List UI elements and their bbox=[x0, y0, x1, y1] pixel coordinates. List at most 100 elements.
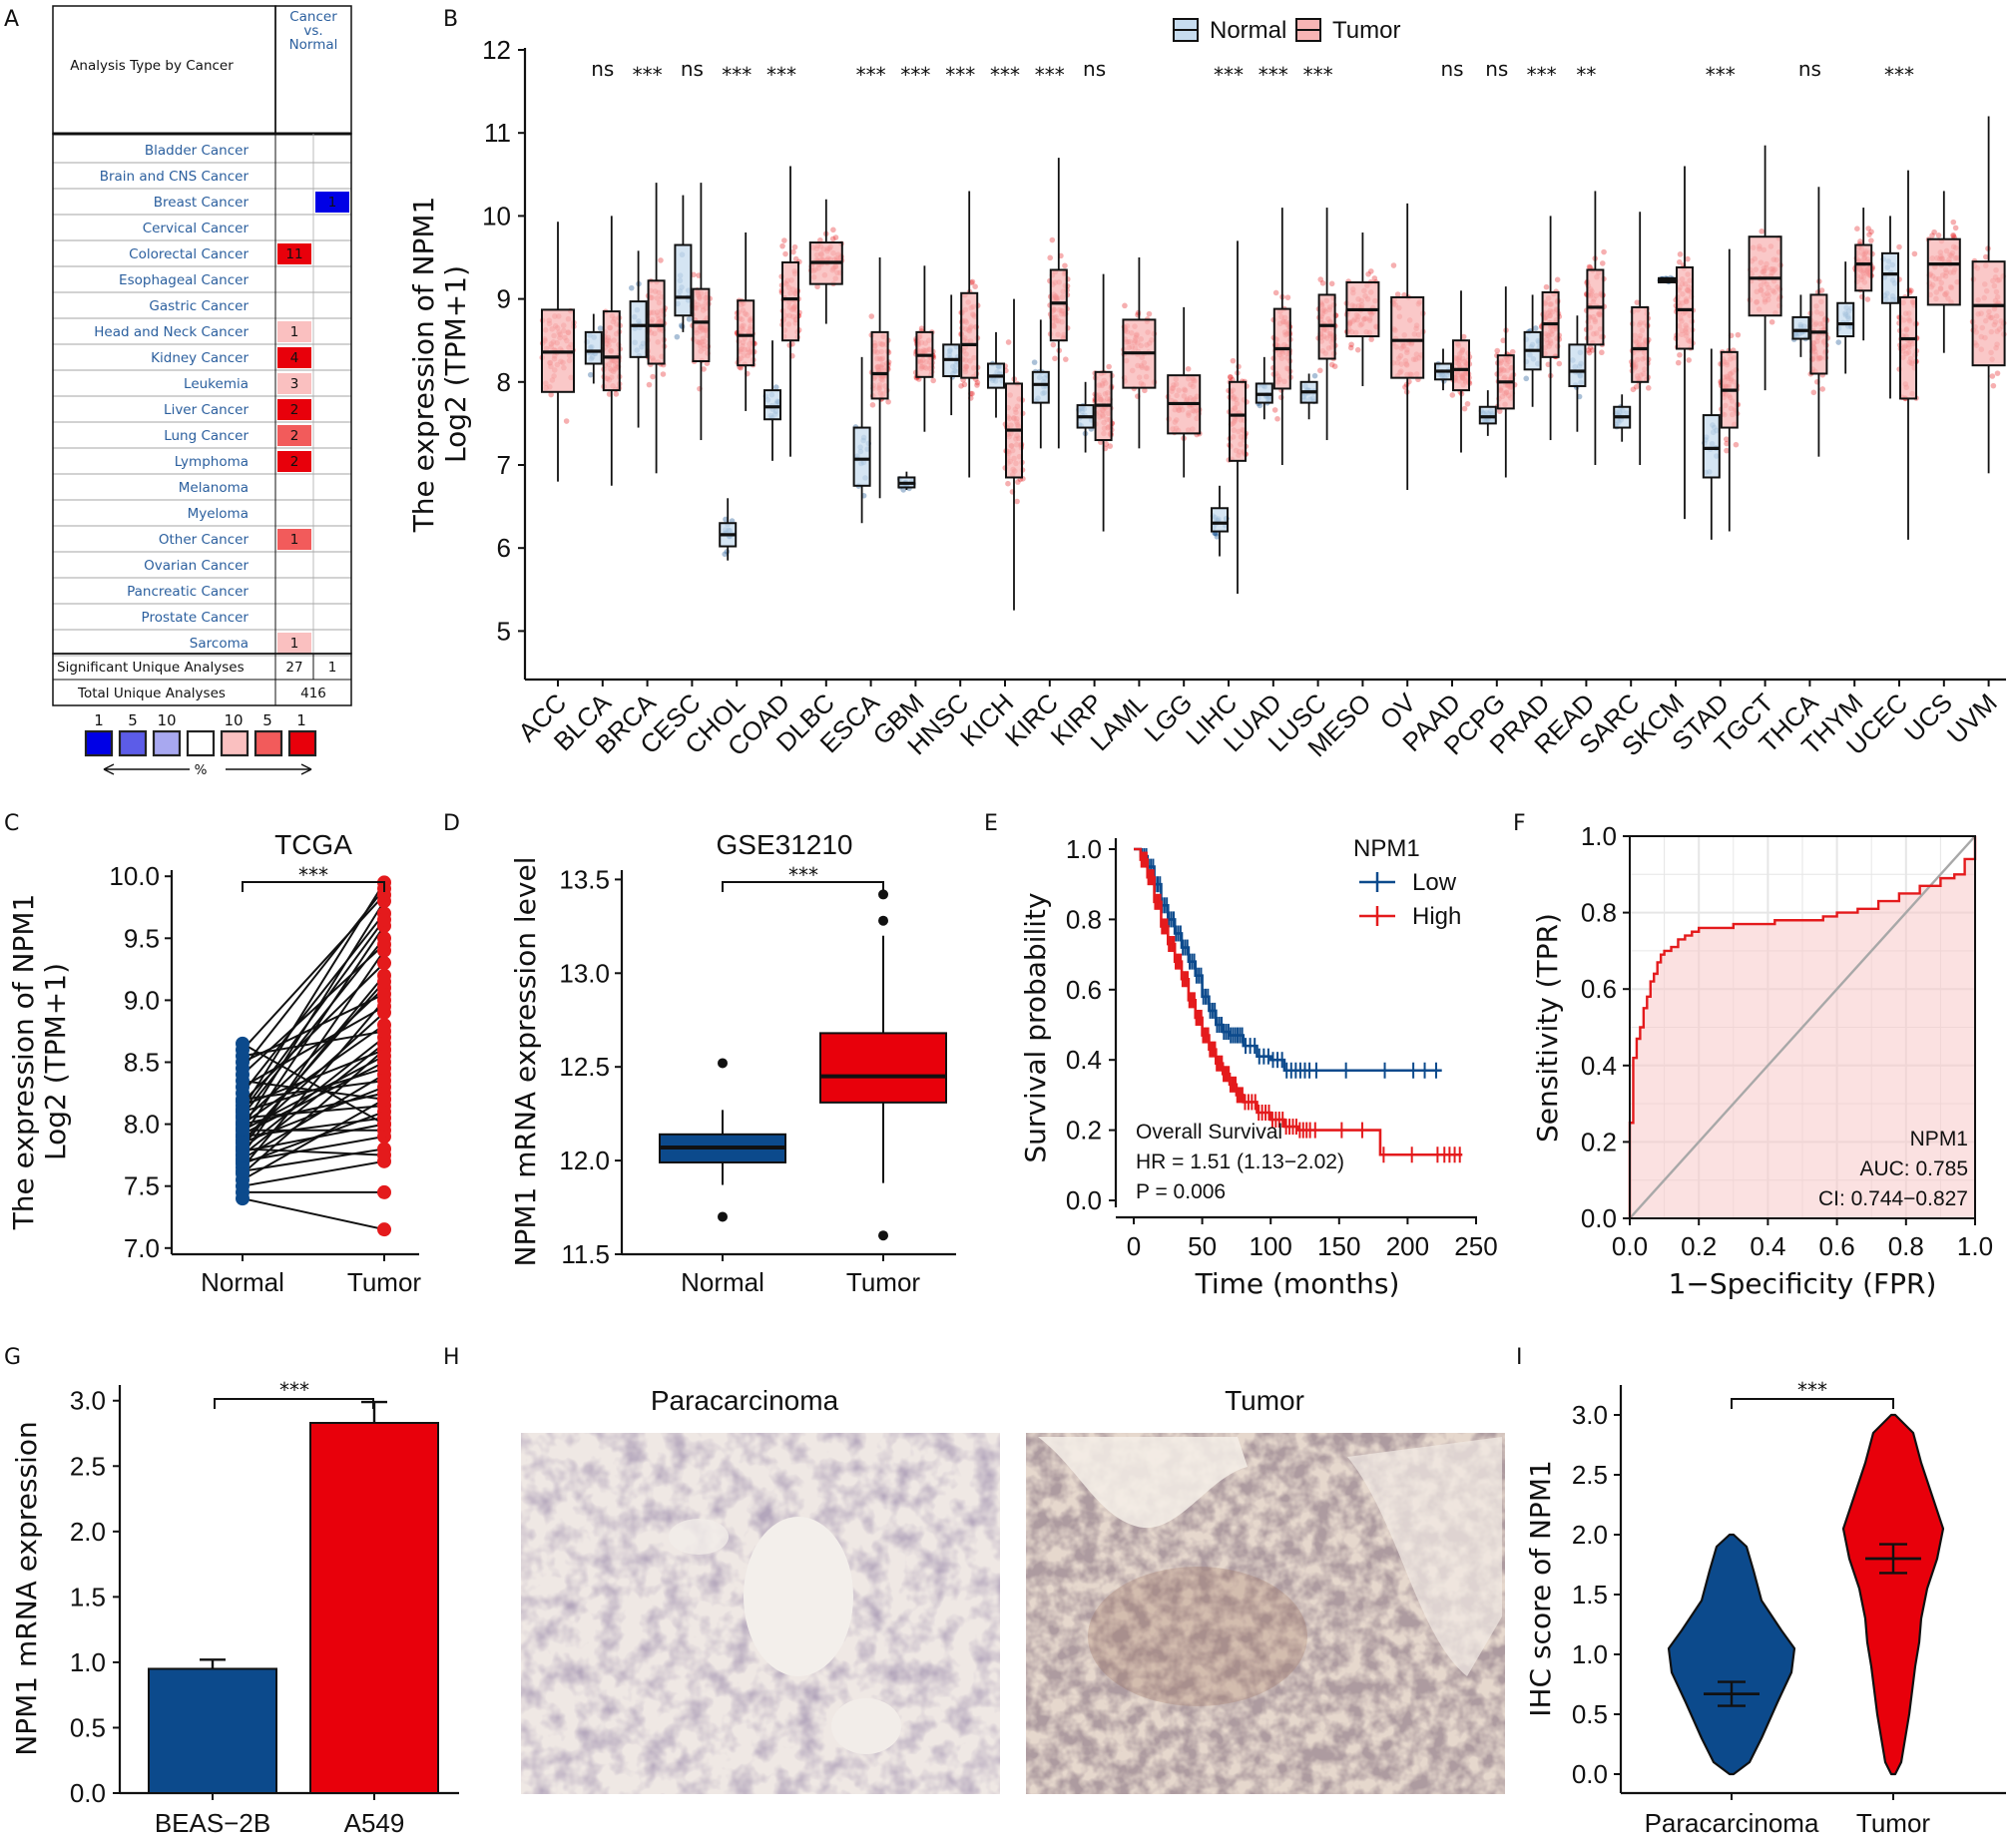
panel-letter-g: G bbox=[4, 1345, 21, 1370]
oncomine-cancer-name: Head and Neck Cancer bbox=[94, 324, 249, 340]
panel-b-tumor-point bbox=[1599, 349, 1605, 356]
panel-e-ytick-label: 0.2 bbox=[1066, 1116, 1102, 1146]
panel-e-ytick-label: 0.4 bbox=[1066, 1045, 1102, 1075]
panel-b-tumor-point bbox=[660, 371, 667, 377]
panel-letter-a: A bbox=[4, 7, 19, 32]
panel-c-tumor-point bbox=[377, 1222, 391, 1237]
panel-c-pair-line bbox=[242, 993, 385, 1064]
panel-b-tumor-point bbox=[885, 398, 891, 405]
panel-b-ytick-label: 7 bbox=[497, 450, 511, 480]
panel-b-tumor-point bbox=[1348, 341, 1354, 348]
panel-c-pair-line bbox=[242, 943, 385, 1076]
panel-c-tumor-point bbox=[377, 1074, 391, 1089]
panel-b-sig-gbm: *** bbox=[900, 63, 930, 87]
panel-b-tumor-point bbox=[1052, 355, 1058, 362]
panel-b-ytick-label: 9 bbox=[497, 284, 511, 314]
panel-c-pair-line bbox=[242, 1024, 385, 1126]
oncomine-legend-number: 5 bbox=[128, 711, 138, 729]
panel-i-ytick-label: 0.0 bbox=[1572, 1759, 1608, 1789]
oncomine-cvn-header-1: Cancer bbox=[289, 9, 337, 25]
panel-b-sig-read: ** bbox=[1576, 63, 1596, 87]
panel-b-xlabel-uvm: UVM bbox=[1941, 688, 2003, 749]
oncomine-header-type: Analysis Type by Cancer bbox=[70, 58, 234, 74]
panel-c-tumor-point bbox=[377, 1184, 391, 1199]
panel-g-ytick-label: 0.5 bbox=[70, 1712, 106, 1742]
panel-b-tumor-point bbox=[782, 250, 788, 257]
panel-c-pair-line bbox=[242, 981, 385, 1144]
panel-b-tumor-point bbox=[1630, 386, 1637, 393]
panel-b-tumor-point bbox=[1236, 363, 1242, 370]
panel-h-histology: Paracarcinoma Tumor bbox=[521, 1385, 1505, 1794]
panel-c-pair-line bbox=[242, 1136, 385, 1162]
panel-b-tumor-cesc-box bbox=[692, 287, 711, 362]
panel-g-bars bbox=[148, 1400, 439, 1800]
panel-f-ylabel: Sensitivity (TPR) bbox=[1531, 913, 1564, 1143]
panel-e-annotation-2: HR = 1.51 (1.13−2.02) bbox=[1136, 1150, 1344, 1173]
panel-b-tumor-point bbox=[1015, 479, 1021, 485]
panel-b-tumor-point bbox=[1328, 361, 1335, 368]
panel-b-y-ticks: 5 6 7 8 9 10 11 12 bbox=[482, 35, 525, 646]
panel-i-ytick-label: 1.5 bbox=[1572, 1580, 1608, 1609]
panel-i-sig-bracket: *** bbox=[1731, 1378, 1894, 1409]
panel-b-tumor-point bbox=[1868, 229, 1874, 235]
panel-f-roc: 0.0 0.2 0.4 0.6 0.8 1.0 0.0 0.2 0.4 0.6 0.8 1.0 NPM… bbox=[1531, 821, 1993, 1300]
panel-e-legend-low-line bbox=[1359, 872, 1395, 892]
panel-b-normal-point bbox=[686, 316, 693, 322]
panel-b-tumor-ucs-box bbox=[1926, 237, 1961, 306]
panel-b-ytick-label: 10 bbox=[482, 201, 511, 230]
panel-i-x-para: Paracarcinoma bbox=[1645, 1808, 1819, 1838]
panel-d-sig-bracket: *** bbox=[722, 863, 884, 892]
panel-c-ytick-label: 10.0 bbox=[109, 861, 160, 891]
panel-c-tumor-point bbox=[377, 987, 391, 1002]
oncomine-up-cell bbox=[277, 529, 311, 550]
panel-b-tumor-point bbox=[563, 418, 570, 424]
panel-b-tumor-uvm-box bbox=[1971, 260, 2006, 367]
oncomine-legend-percent: % bbox=[195, 762, 208, 778]
panel-c-pair-line bbox=[242, 1123, 385, 1152]
panel-b-tumor-point bbox=[1931, 229, 1937, 235]
panel-b-tumor-point bbox=[1464, 400, 1471, 407]
panel-c-normal-point bbox=[236, 1105, 250, 1120]
oncomine-up-cell bbox=[277, 373, 311, 394]
panel-f-xlabel: 1−Specificity (FPR) bbox=[1669, 1267, 1937, 1300]
panel-c-pair-line bbox=[242, 1159, 385, 1187]
panel-g-significance: *** bbox=[279, 1378, 309, 1402]
panel-b-tumor-point bbox=[1185, 365, 1192, 372]
panel-b-tumor-point bbox=[1950, 219, 1957, 226]
panel-e-legend: NPM1 Low High bbox=[1353, 835, 1461, 930]
panel-b-tumor-point bbox=[1277, 394, 1284, 401]
panel-b-normal-stad-box bbox=[1702, 414, 1721, 479]
panel-g-x-a549: A549 bbox=[344, 1808, 405, 1838]
panel-f-xtick-label: 0.4 bbox=[1750, 1231, 1785, 1261]
panel-b-normal-thym-box bbox=[1836, 301, 1855, 338]
oncomine-cancer-name: Gastric Cancer bbox=[149, 298, 249, 314]
panel-c-pair-line bbox=[242, 888, 385, 1070]
panel-e-curves bbox=[1134, 847, 1463, 1163]
panel-b-tumor-point bbox=[1645, 385, 1652, 391]
panel-c-x-tumor: Tumor bbox=[347, 1267, 421, 1297]
panel-b-tumor-point bbox=[1864, 296, 1871, 302]
oncomine-up-count: 4 bbox=[290, 350, 299, 366]
panel-b-sig-kirc: *** bbox=[1035, 63, 1065, 87]
panel-b-ylabel-line2: Log2 (TPM+1) bbox=[439, 265, 472, 463]
panel-b-tumor-point bbox=[1935, 232, 1942, 238]
panel-b-normal-ucec-box bbox=[1881, 251, 1899, 304]
panel-b-tumor-point bbox=[1989, 373, 1996, 379]
panel-b-tumor-point bbox=[1319, 279, 1326, 286]
panel-e-ytick-label: 0.0 bbox=[1066, 1185, 1102, 1215]
panel-b-tumor-point bbox=[1554, 276, 1561, 283]
panel-b-tumor-point bbox=[1601, 248, 1607, 255]
panel-b-normal-point bbox=[772, 384, 779, 390]
oncomine-cancer-name: Other Cancer bbox=[159, 532, 250, 548]
oncomine-down-count: 1 bbox=[328, 195, 337, 211]
panel-b-ytick-label: 6 bbox=[497, 533, 511, 563]
panel-c-pair-line bbox=[242, 1043, 385, 1126]
panel-b-tumor-point bbox=[1857, 238, 1863, 244]
panel-g-ytick-label: 1.0 bbox=[70, 1647, 106, 1677]
panel-b-normal-esca-box bbox=[852, 426, 871, 487]
panel-b-tumor-point bbox=[972, 283, 978, 289]
panel-b-tumor-skcm-box bbox=[1676, 265, 1694, 350]
oncomine-legend-swatch bbox=[152, 729, 182, 757]
panel-b-tumor-point bbox=[1759, 229, 1765, 234]
oncomine-cancer-name: Ovarian Cancer bbox=[144, 558, 249, 574]
